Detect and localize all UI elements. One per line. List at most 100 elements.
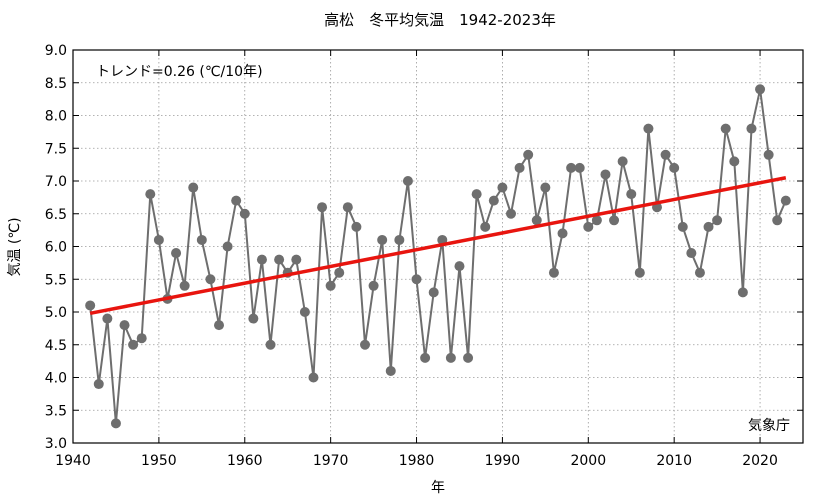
- data-point: [763, 149, 774, 160]
- data-point: [179, 280, 190, 291]
- data-point: [153, 234, 164, 245]
- data-point: [119, 320, 130, 331]
- data-point: [686, 248, 697, 259]
- y-tick-label: 8.0: [45, 109, 67, 125]
- data-point: [360, 339, 370, 350]
- data-point: [497, 182, 508, 193]
- credit-label: 気象庁: [748, 418, 790, 434]
- data-point: [703, 221, 714, 232]
- data-point: [102, 313, 113, 324]
- data-point: [377, 234, 388, 245]
- data-point: [488, 195, 499, 206]
- data-point: [308, 372, 319, 383]
- y-tick-label: 8.5: [45, 76, 67, 92]
- y-tick-label: 4.5: [45, 338, 67, 354]
- data-point: [523, 149, 534, 160]
- trend-annotation: トレンド=0.26 (℃/10年): [96, 64, 263, 80]
- data-point: [591, 215, 602, 226]
- x-tick-label: 1990: [485, 453, 521, 469]
- x-tick-label: 1950: [141, 453, 177, 469]
- y-tick-label: 6.5: [45, 207, 67, 223]
- y-tick-label: 3.0: [45, 436, 67, 452]
- data-point: [171, 248, 182, 259]
- y-tick-label: 7.0: [45, 174, 67, 190]
- data-point: [85, 300, 96, 311]
- data-point: [402, 176, 413, 186]
- y-tick-label: 5.5: [45, 272, 67, 288]
- y-tick-label: 6.0: [45, 240, 67, 256]
- data-point: [729, 156, 740, 167]
- x-tick-label: 1940: [55, 453, 91, 469]
- data-point: [712, 215, 723, 226]
- data-point: [445, 352, 456, 363]
- data-point: [128, 339, 139, 350]
- y-tick-label: 7.5: [45, 141, 67, 157]
- x-tick-label: 2000: [570, 453, 606, 469]
- data-point: [420, 352, 431, 363]
- y-tick-label: 9.0: [45, 43, 67, 59]
- data-point: [274, 254, 285, 265]
- x-axis-label: 年: [431, 480, 445, 496]
- data-point: [643, 123, 654, 134]
- y-tick-label: 3.5: [45, 403, 67, 419]
- data-point: [471, 189, 482, 200]
- data-point: [325, 280, 336, 291]
- data-point: [239, 208, 250, 219]
- data-point: [720, 123, 731, 134]
- series-layer: [85, 84, 791, 429]
- data-point: [231, 195, 242, 206]
- y-tick-label: 5.0: [45, 305, 67, 321]
- data-point: [780, 195, 791, 206]
- data-point: [669, 162, 680, 173]
- data-point: [334, 267, 345, 278]
- series-line: [89, 88, 787, 425]
- y-axis-label: 気温 (℃): [7, 217, 23, 276]
- data-point: [506, 208, 516, 219]
- data-point: [677, 221, 688, 232]
- data-point: [531, 215, 542, 226]
- data-point: [256, 254, 267, 265]
- data-point: [145, 189, 156, 200]
- data-point: [548, 267, 559, 278]
- x-tick-label: 2020: [742, 453, 778, 469]
- x-tick-label: 1980: [399, 453, 435, 469]
- data-point: [600, 169, 611, 180]
- data-point: [110, 418, 121, 429]
- data-point: [428, 287, 439, 298]
- data-point: [188, 182, 199, 193]
- data-point: [368, 280, 379, 291]
- data-point: [583, 221, 594, 232]
- data-point: [746, 123, 757, 134]
- data-point: [772, 215, 783, 226]
- data-point: [660, 149, 671, 160]
- data-point: [291, 254, 302, 265]
- data-point: [342, 202, 353, 213]
- x-tick-label: 2010: [656, 453, 692, 469]
- data-point: [248, 313, 259, 324]
- x-tick-label: 1970: [313, 453, 349, 469]
- data-point: [454, 261, 465, 272]
- data-point: [737, 287, 748, 298]
- data-point: [351, 221, 362, 232]
- data-point: [463, 352, 474, 363]
- data-point: [694, 267, 705, 278]
- data-point: [411, 274, 422, 285]
- data-point: [265, 339, 276, 350]
- data-point: [317, 202, 328, 213]
- axes: 3.0 3.5 4.0 4.5 5.0 5.5 6.0 6.5 7.0 7.5 8.0 8.5 9.0 1…: [45, 43, 803, 469]
- data-point: [222, 241, 233, 252]
- data-point: [480, 221, 491, 232]
- trend-line: [89, 176, 787, 316]
- data-point: [574, 162, 585, 173]
- data-point: [609, 215, 620, 226]
- data-point: [93, 379, 104, 390]
- data-point: [514, 162, 525, 173]
- data-point: [634, 267, 645, 278]
- data-point: [214, 320, 224, 331]
- data-point: [617, 156, 628, 167]
- data-point: [136, 333, 147, 344]
- data-point: [385, 365, 396, 376]
- y-tick-label: 4.0: [45, 371, 67, 387]
